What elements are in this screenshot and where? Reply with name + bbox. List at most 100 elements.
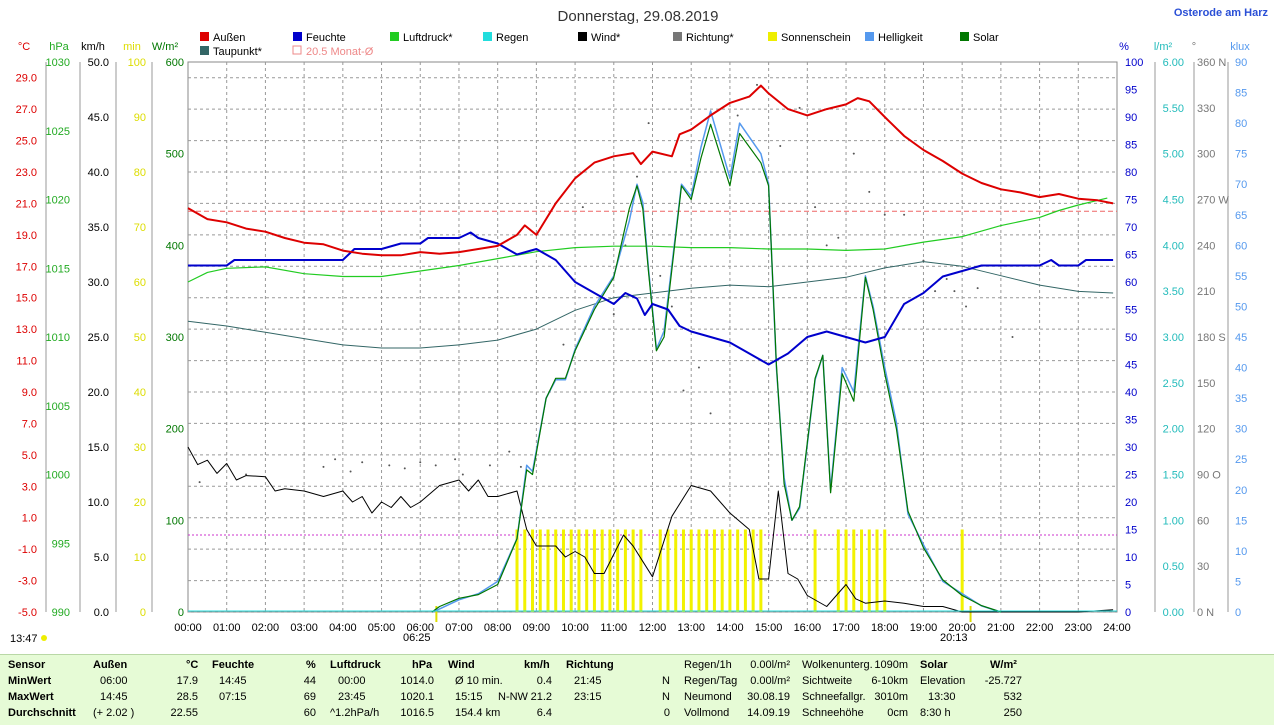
humidity-tick: 90 [1125, 112, 1137, 124]
humidity-tick: 55 [1125, 305, 1137, 317]
sunshine-bar [705, 529, 709, 612]
sunshine-bar [666, 529, 670, 612]
humidity-head: Feuchte [212, 659, 255, 671]
pressure-max-time: 23:45 [338, 691, 366, 703]
rain-tick: 1.00 [1163, 515, 1184, 527]
sunshine-bar [674, 529, 678, 612]
direction-dot [697, 366, 700, 369]
pressure-min: 1014.0 [400, 675, 434, 687]
sunshine-bar [867, 529, 871, 612]
wind-tick: 40.0 [88, 167, 109, 179]
grid [188, 62, 1117, 613]
outdoor-min: 17.9 [176, 675, 198, 687]
new-moon-label: Neumond [684, 691, 732, 703]
sunshine-bar [720, 529, 724, 612]
direction-tick: 30 [1197, 561, 1209, 573]
outdoor-unit: °C [186, 659, 199, 671]
sunshine-bar [600, 529, 604, 612]
sunshine-tick: 20 [134, 497, 146, 509]
x-tick-label: 13:00 [677, 622, 705, 634]
humidity-tick: 35 [1125, 415, 1137, 427]
x-tick-label: 11:00 [600, 622, 627, 634]
x-tick-label: 03:00 [290, 622, 318, 634]
legend-swatch-monthly-mean [292, 45, 302, 55]
visibility: 6-10km [871, 675, 908, 687]
x-tick-label: 22:00 [1026, 622, 1054, 634]
direction-min: N [662, 675, 670, 687]
legend-label: 20.5 Monat-Ø [306, 46, 374, 58]
rain-tick: 0.50 [1163, 561, 1184, 573]
direction-dot [682, 389, 685, 392]
temperature-tick: -3.0 [18, 576, 37, 588]
direction-dot [736, 114, 739, 117]
direction-tick: 150 [1197, 378, 1215, 390]
direction-dot [508, 450, 511, 453]
sunshine-bar [960, 529, 964, 612]
x-tick-label: 06:00 [406, 622, 434, 634]
x-tick-label: 02:00 [252, 622, 280, 634]
solar-tick: 100 [166, 515, 184, 527]
pressure-tick: 1015 [46, 263, 70, 275]
sunshine-bar [546, 529, 550, 612]
time-now-label: 13:47 [10, 633, 38, 645]
sunshine-tick: 90 [134, 112, 146, 124]
direction-tick: 210 [1197, 286, 1215, 298]
temperature-tick: 5.0 [22, 450, 37, 462]
wind-distance: 154.4 km [455, 707, 501, 719]
x-tick-label: 18:00 [871, 622, 899, 634]
wind-tick: 0.0 [94, 607, 109, 619]
cloud-base-label: Wolkenunterg. [802, 659, 873, 671]
sunshine-bar [592, 529, 596, 612]
outdoor-max-time: 14:45 [100, 691, 128, 703]
direction-dot [198, 481, 201, 484]
rain-tick: 3.00 [1163, 332, 1184, 344]
legend-swatch [293, 32, 302, 41]
temperature-tick: 1.0 [22, 513, 37, 525]
direction-dot [419, 461, 422, 464]
legend-swatch [200, 32, 209, 41]
sunshine-bar [689, 529, 693, 612]
legend-swatch [960, 32, 969, 41]
direction-dot [454, 458, 457, 461]
x-tick-label: 07:00 [445, 622, 473, 634]
row-label-avg: Durchschnitt [8, 707, 76, 719]
x-tick-label: 08:00 [484, 622, 512, 634]
humidity-max-time: 07:15 [219, 691, 247, 703]
sunshine-bar [751, 529, 755, 612]
temperature-tick: 29.0 [16, 73, 37, 85]
sunset-label: 20:13 [940, 632, 968, 644]
direction-dot [245, 473, 248, 476]
lux-tick: 35 [1235, 393, 1247, 405]
sunshine-bar [623, 529, 627, 612]
left-axes: 103010251020101510101005100099599050.045… [16, 57, 184, 619]
direction-dot [434, 464, 437, 467]
direction-max-time: 23:15 [574, 691, 602, 703]
sunshine-bar [577, 529, 581, 612]
humidity-tick: 50 [1125, 332, 1137, 344]
sunshine-bar [860, 529, 864, 612]
humidity-tick: 5 [1125, 580, 1131, 592]
direction-dot [403, 467, 406, 470]
direction-dot [659, 274, 662, 277]
outdoor-max: 28.5 [176, 691, 198, 703]
axis-unit-direction: ° [1192, 41, 1196, 53]
legend-swatch [768, 32, 777, 41]
direction-tick: 120 [1197, 424, 1215, 436]
rain-tick: 4.00 [1163, 240, 1184, 252]
pressure-avg: 1016.5 [400, 707, 434, 719]
pressure-unit: hPa [412, 659, 433, 671]
series-outdoor-temperature-line [187, 84, 1114, 257]
x-tick-label: 10:00 [561, 622, 589, 634]
pressure-tick: 995 [52, 538, 70, 550]
humidity-tick: 75 [1125, 195, 1137, 207]
direction-dot [798, 106, 801, 109]
series-dewpoint-line [187, 261, 1114, 349]
humidity-tick: 80 [1125, 167, 1137, 179]
sunshine-bar [883, 529, 887, 612]
snow-depth: 0cm [887, 707, 908, 719]
location-label: Osterode am Harz [1174, 7, 1269, 19]
wind-tick: 25.0 [88, 332, 109, 344]
direction-dot [334, 458, 337, 461]
direction-avg: 0 [663, 707, 670, 719]
lux-tick: 0 [1235, 607, 1241, 619]
